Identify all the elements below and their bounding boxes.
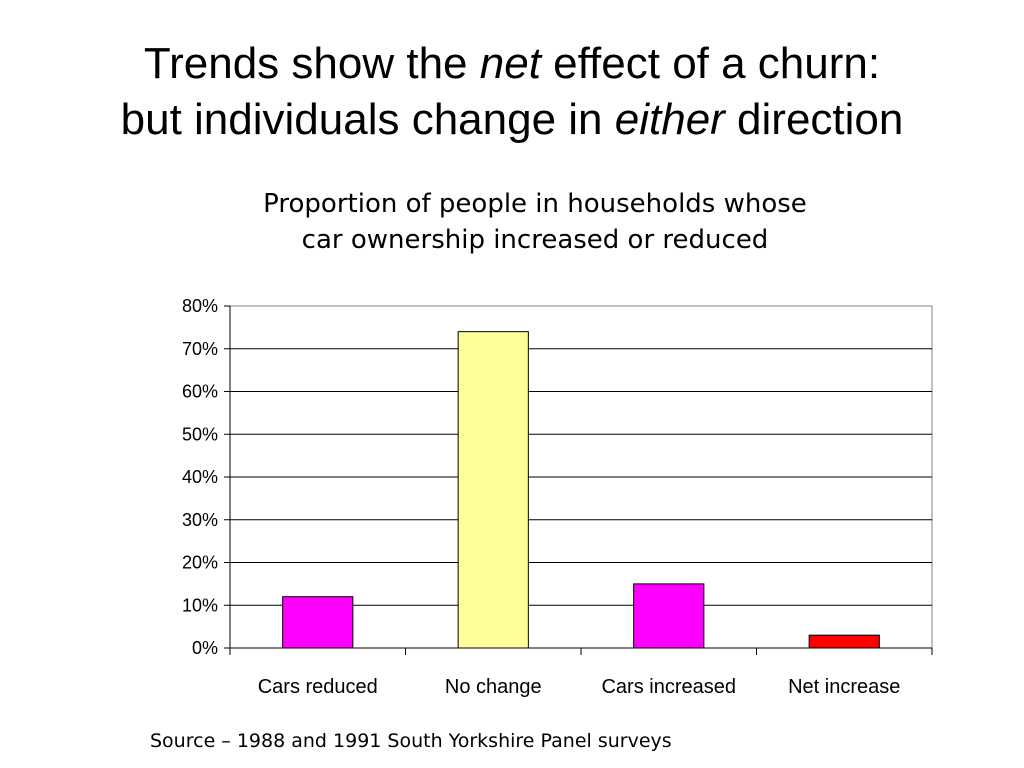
bar	[808, 634, 880, 649]
y-tick-label: 50%	[182, 424, 218, 444]
x-tick-label: Net increase	[788, 676, 900, 698]
y-tick-label: 60%	[182, 382, 218, 402]
chart-title: Proportion of people in households whose…	[190, 186, 880, 258]
chart-title-line2: car ownership increased or reduced	[301, 225, 769, 255]
title-line1-emphasis: net	[479, 39, 541, 88]
title-line2-post: direction	[724, 95, 904, 144]
bar	[282, 596, 354, 649]
y-tick-label: 30%	[182, 510, 218, 530]
x-tick-label: Cars reduced	[258, 676, 378, 698]
y-tick-label: 80%	[182, 296, 218, 316]
x-tick-label: No change	[445, 676, 542, 698]
chart-title-line1: Proportion of people in households whose	[263, 189, 807, 219]
x-tick-label: Cars increased	[601, 676, 736, 698]
y-tick-label: 0%	[192, 638, 218, 658]
title-line1-post: effect of a churn:	[540, 39, 881, 88]
y-tick-label: 20%	[182, 553, 218, 573]
y-tick-label: 70%	[182, 339, 218, 359]
title-line2-pre: but individuals change in	[120, 95, 615, 144]
bar	[457, 331, 529, 649]
bar	[633, 583, 705, 649]
source-note: Source – 1988 and 1991 South Yorkshire P…	[150, 730, 672, 752]
y-tick-label: 40%	[182, 467, 218, 487]
title-line1-pre: Trends show the	[143, 39, 480, 88]
slide-title: Trends show the net effect of a churn: bu…	[0, 36, 1024, 148]
y-tick-label: 10%	[182, 595, 218, 615]
title-line2-emphasis: either	[614, 95, 725, 144]
